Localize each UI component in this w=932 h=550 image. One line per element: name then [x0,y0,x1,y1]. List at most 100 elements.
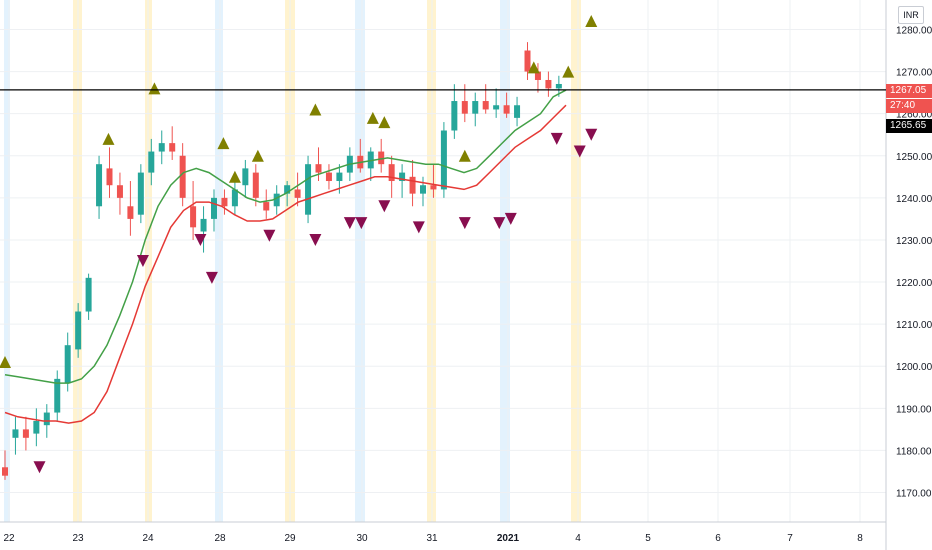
y-tick-label: 1280.00 [896,25,932,36]
candle-body[interactable] [472,101,479,114]
candle-body[interactable] [273,193,280,207]
x-tick-label: 28 [214,533,226,544]
last-price-tag: 1267.05 [886,84,932,98]
x-tick-label: 31 [426,533,438,544]
candle-body[interactable] [64,345,71,384]
x-tick-label: 8 [857,533,863,544]
candle-body[interactable] [388,164,395,182]
candle-body[interactable] [211,197,217,219]
candle-body[interactable] [378,151,385,165]
up-signal-marker [527,61,540,74]
candle-body[interactable] [252,172,259,198]
candle-body[interactable] [430,185,437,190]
down-signal-marker [136,255,149,267]
up-signal-marker [217,137,230,150]
candle-body[interactable] [2,467,8,476]
up-signal-marker [309,103,322,116]
candle-body[interactable] [555,83,562,89]
candle-body[interactable] [12,429,19,438]
up-signal-marker [458,149,471,162]
down-signal-marker [550,132,563,145]
candle-body[interactable] [545,79,552,89]
currency-label[interactable]: INR [898,6,924,24]
y-tick-label: 1220.00 [896,278,932,289]
down-signal-marker [309,233,322,246]
down-signal-marker [33,461,46,474]
candle-body[interactable] [148,151,155,173]
x-tick-label: 2021 [497,533,520,544]
session-band [571,0,581,522]
candle-body[interactable] [503,105,510,114]
candle-body[interactable] [305,164,312,215]
candle-body[interactable] [75,311,82,350]
y-tick-label: 1170.00 [896,489,932,500]
candle-body[interactable] [534,71,541,80]
candle-body[interactable] [294,189,301,198]
candle-body[interactable] [399,172,406,182]
candle-body[interactable] [190,206,197,228]
candle-body[interactable] [440,130,447,190]
candle-body[interactable] [336,172,343,182]
candle-body[interactable] [33,420,40,434]
candle-body[interactable] [22,429,29,438]
candle-body[interactable] [409,176,416,194]
session-band [355,0,365,522]
candle-body[interactable] [158,143,165,152]
candle-body[interactable] [127,206,134,219]
ma-fast-line [4,89,567,384]
down-signal-marker [493,217,506,230]
x-tick-label: 30 [356,533,368,544]
x-tick-label: 22 [3,533,15,544]
countdown-tag: 27:40 [886,99,932,113]
candle-body[interactable] [284,185,291,194]
candle-body[interactable] [179,155,186,198]
candle-body[interactable] [43,412,50,426]
up-signal-marker [228,170,241,183]
candle-body[interactable] [221,197,228,207]
down-signal-marker [573,145,586,158]
down-signal-marker [343,217,356,230]
candle-body[interactable] [200,218,207,232]
candle-body[interactable] [116,185,123,198]
candle-body[interactable] [54,378,61,413]
y-tick-label: 1190.00 [896,404,932,415]
up-signal-marker [102,132,115,145]
candle-body[interactable] [169,143,176,152]
y-tick-label: 1250.00 [896,152,932,163]
x-tick-label: 23 [72,533,84,544]
up-signal-marker [585,15,598,28]
candle-body[interactable] [242,168,249,186]
candle-body[interactable] [325,172,332,182]
ma-slow-line [4,104,567,424]
down-signal-marker [412,221,425,234]
down-signal-marker [585,128,598,141]
x-tick-label: 24 [142,533,154,544]
y-tick-label: 1180.00 [896,446,932,457]
y-tick-label: 1260.00 [896,110,932,121]
down-signal-marker [263,229,276,242]
x-tick-label: 6 [715,533,721,544]
candle-body[interactable] [96,164,103,207]
up-signal-marker [366,111,379,124]
x-tick-label: 29 [284,533,296,544]
candle-body[interactable] [315,164,322,173]
down-signal-marker [378,200,391,213]
candle-body[interactable] [482,101,489,110]
candle-body[interactable] [263,202,270,211]
candle-body[interactable] [137,172,144,215]
candle-body[interactable] [85,277,92,312]
candle-body[interactable] [451,101,458,131]
candle-body[interactable] [524,50,531,72]
candle-body[interactable] [106,168,113,186]
candle-body[interactable] [420,185,426,194]
candle-body[interactable] [514,105,521,118]
candle-body[interactable] [461,101,468,114]
session-band [4,0,10,522]
y-tick-label: 1240.00 [896,194,932,205]
candle-body[interactable] [493,105,500,110]
up-signal-marker [0,356,11,369]
candle-body[interactable] [231,189,238,207]
session-band [500,0,510,522]
up-signal-marker [148,82,161,95]
